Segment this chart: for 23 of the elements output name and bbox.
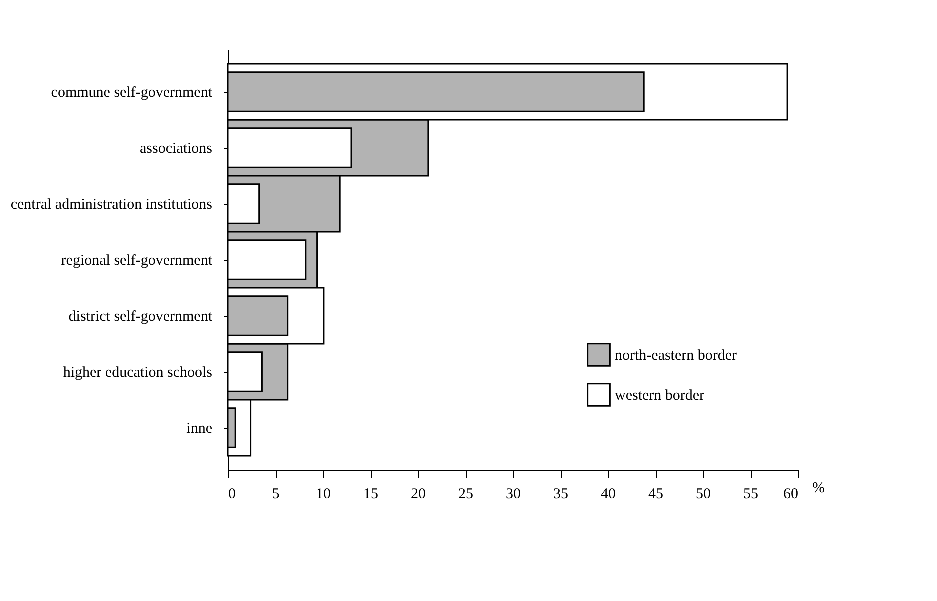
x-tick-label: 35 bbox=[554, 486, 568, 502]
x-tick-label: 0 bbox=[228, 486, 236, 502]
y-tick-label: central administration institutions bbox=[10, 197, 213, 213]
x-tick-label: 15 bbox=[364, 486, 378, 502]
x-tick-label: 45 bbox=[648, 486, 664, 502]
y-tick-label: associations bbox=[140, 141, 213, 157]
y-tick-label: higher education schools bbox=[63, 365, 213, 381]
y-tick-label: regional self-government bbox=[61, 253, 214, 269]
x-tick-label: 55 bbox=[744, 486, 758, 502]
x-tick-label: 10 bbox=[316, 486, 331, 502]
y-tick-label: district self-government bbox=[68, 309, 214, 325]
y-tick-label: commune self-government bbox=[51, 85, 214, 101]
legend-label: western border bbox=[615, 388, 705, 404]
x-tick-label: 20 bbox=[411, 486, 426, 502]
x-tick-label: 30 bbox=[506, 486, 521, 502]
x-tick-label: 5 bbox=[272, 486, 280, 502]
legend-label: north-eastern border bbox=[615, 348, 738, 364]
y-tick-label: inne bbox=[186, 421, 213, 437]
x-tick-label: 50 bbox=[696, 486, 711, 502]
x-tick-label: 60 bbox=[784, 486, 798, 502]
x-axis-title: % bbox=[812, 480, 825, 496]
x-tick-label: 25 bbox=[458, 486, 474, 502]
x-tick-label: 40 bbox=[601, 486, 616, 502]
